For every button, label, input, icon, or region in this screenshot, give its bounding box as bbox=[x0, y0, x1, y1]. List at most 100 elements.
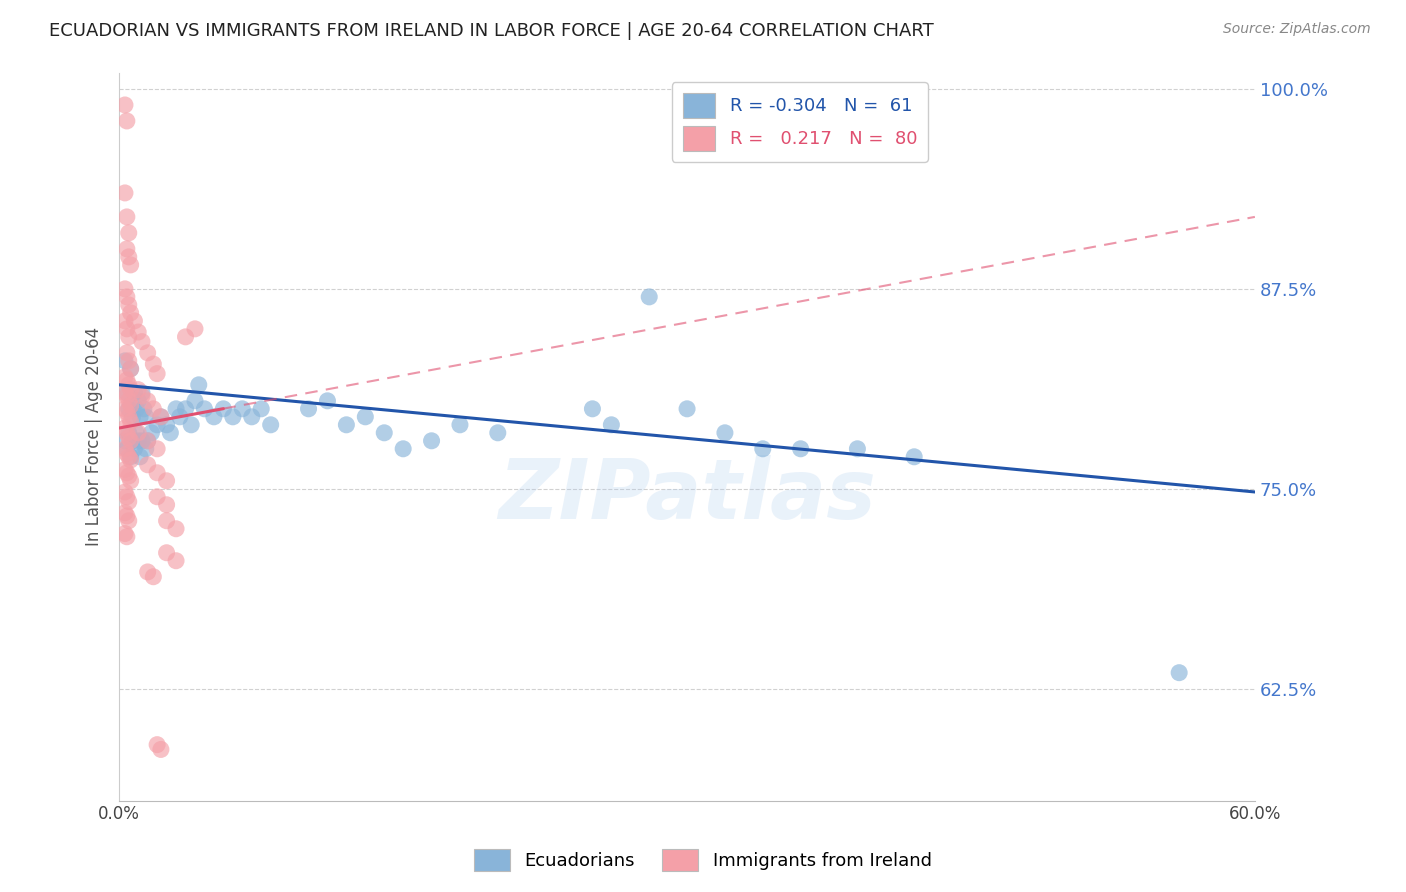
Point bbox=[115, 210, 138, 224]
Point bbox=[115, 389, 138, 403]
Point bbox=[115, 425, 138, 440]
Point bbox=[222, 409, 245, 424]
Point bbox=[124, 314, 146, 328]
Point bbox=[114, 442, 136, 456]
Point bbox=[118, 494, 141, 508]
Point bbox=[165, 522, 187, 536]
Point bbox=[118, 514, 141, 528]
Point bbox=[149, 742, 172, 756]
Point bbox=[118, 401, 141, 416]
Point bbox=[127, 434, 149, 448]
Point bbox=[114, 282, 136, 296]
Point bbox=[114, 485, 136, 500]
Point bbox=[335, 417, 357, 432]
Point bbox=[231, 401, 253, 416]
Point bbox=[141, 425, 163, 440]
Point bbox=[120, 453, 142, 467]
Point bbox=[118, 377, 141, 392]
Point bbox=[115, 322, 138, 336]
Point bbox=[115, 290, 138, 304]
Point bbox=[131, 434, 153, 448]
Point bbox=[118, 354, 141, 368]
Point bbox=[115, 405, 138, 419]
Point bbox=[115, 447, 138, 461]
Point bbox=[149, 409, 172, 424]
Point bbox=[118, 250, 141, 264]
Point bbox=[155, 498, 177, 512]
Point bbox=[114, 526, 136, 541]
Point bbox=[115, 442, 138, 456]
Point bbox=[118, 425, 141, 440]
Point bbox=[120, 474, 142, 488]
Point bbox=[120, 383, 142, 397]
Point bbox=[114, 385, 136, 400]
Y-axis label: In Labor Force | Age 20-64: In Labor Force | Age 20-64 bbox=[86, 327, 103, 547]
Text: ECUADORIAN VS IMMIGRANTS FROM IRELAND IN LABOR FORCE | AGE 20-64 CORRELATION CHA: ECUADORIAN VS IMMIGRANTS FROM IRELAND IN… bbox=[49, 22, 934, 40]
Point bbox=[118, 298, 141, 312]
Point bbox=[114, 314, 136, 328]
Point bbox=[120, 399, 142, 413]
Point bbox=[136, 434, 159, 448]
Point bbox=[420, 434, 443, 448]
Point bbox=[115, 373, 138, 387]
Point bbox=[316, 393, 339, 408]
Point bbox=[169, 409, 191, 424]
Point bbox=[165, 554, 187, 568]
Point bbox=[118, 431, 141, 445]
Point bbox=[118, 450, 141, 464]
Point bbox=[174, 330, 197, 344]
Point bbox=[202, 409, 225, 424]
Point bbox=[155, 514, 177, 528]
Point bbox=[212, 401, 235, 416]
Point bbox=[114, 186, 136, 200]
Point bbox=[118, 469, 141, 483]
Point bbox=[174, 401, 197, 416]
Point bbox=[184, 393, 207, 408]
Point bbox=[240, 409, 263, 424]
Point bbox=[187, 377, 209, 392]
Point bbox=[260, 417, 283, 432]
Point bbox=[131, 385, 153, 400]
Point bbox=[676, 401, 699, 416]
Point bbox=[714, 425, 737, 440]
Point bbox=[114, 369, 136, 384]
Point bbox=[155, 417, 177, 432]
Point bbox=[135, 409, 157, 424]
Point bbox=[486, 425, 509, 440]
Point bbox=[115, 508, 138, 523]
Point bbox=[118, 409, 141, 424]
Point bbox=[115, 466, 138, 480]
Point bbox=[129, 409, 152, 424]
Point bbox=[115, 242, 138, 256]
Point bbox=[114, 354, 136, 368]
Point bbox=[127, 325, 149, 339]
Point bbox=[180, 417, 202, 432]
Point bbox=[1168, 665, 1191, 680]
Point bbox=[146, 442, 169, 456]
Text: ZIPatlas: ZIPatlas bbox=[498, 455, 876, 535]
Point bbox=[114, 506, 136, 520]
Point bbox=[135, 442, 157, 456]
Point bbox=[142, 401, 165, 416]
Point bbox=[136, 346, 159, 360]
Legend: Ecuadorians, Immigrants from Ireland: Ecuadorians, Immigrants from Ireland bbox=[467, 842, 939, 879]
Point bbox=[146, 367, 169, 381]
Point bbox=[120, 258, 142, 272]
Point bbox=[115, 530, 138, 544]
Point bbox=[131, 334, 153, 349]
Point bbox=[752, 442, 775, 456]
Point bbox=[373, 425, 395, 440]
Point bbox=[903, 450, 925, 464]
Point bbox=[114, 98, 136, 112]
Point bbox=[136, 458, 159, 472]
Point bbox=[127, 383, 149, 397]
Point bbox=[121, 409, 143, 424]
Point bbox=[118, 330, 141, 344]
Point bbox=[136, 434, 159, 448]
Point bbox=[250, 401, 273, 416]
Point bbox=[115, 490, 138, 504]
Point bbox=[581, 401, 603, 416]
Point bbox=[142, 357, 165, 371]
Point bbox=[449, 417, 471, 432]
Point bbox=[846, 442, 869, 456]
